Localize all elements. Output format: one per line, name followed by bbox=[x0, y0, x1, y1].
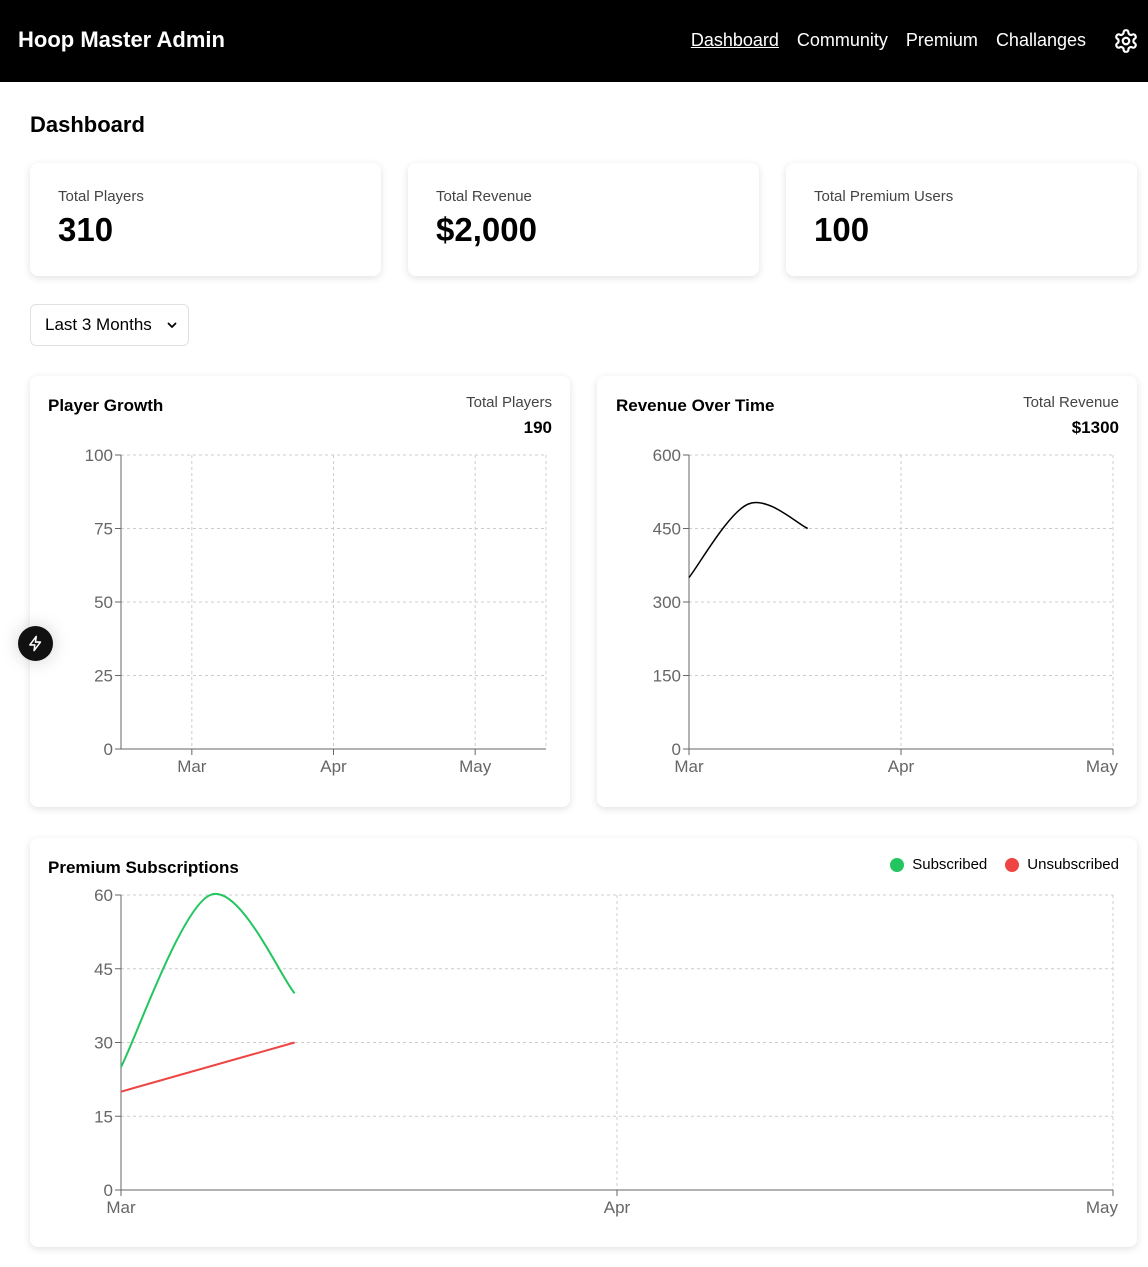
y-tick-label: 30 bbox=[94, 1034, 113, 1053]
time-range-selected: Last 3 Months bbox=[45, 315, 152, 334]
y-tick-label: 75 bbox=[94, 520, 113, 539]
y-tick-label: 100 bbox=[85, 446, 113, 465]
time-range-select[interactable]: Last 3 Months bbox=[30, 304, 189, 346]
x-tick-label: Mar bbox=[674, 757, 704, 776]
legend-swatch-subscribed bbox=[890, 858, 905, 872]
series-line-0 bbox=[688, 501, 809, 578]
legend-label-unsubscribed: Unsubscribed bbox=[1027, 856, 1119, 873]
y-tick-label: 0 bbox=[104, 1181, 113, 1200]
panel-title: Revenue Over Time bbox=[616, 396, 775, 415]
panel-title: Premium Subscriptions bbox=[48, 858, 239, 877]
stat-value: $2,000 bbox=[436, 211, 537, 248]
x-tick-label: Apr bbox=[604, 1198, 631, 1217]
y-tick-label: 600 bbox=[653, 446, 681, 465]
panel-sub-label: Total Revenue bbox=[1023, 394, 1119, 411]
panel-sub-value: $1300 bbox=[1071, 418, 1119, 437]
panel-sub-label: Total Players bbox=[466, 394, 552, 411]
nav-challanges[interactable]: Challanges bbox=[995, 30, 1086, 50]
stat-label: Total Players bbox=[58, 188, 144, 205]
y-tick-label: 0 bbox=[672, 740, 681, 759]
player-growth-panel: Player Growth Total Players 190 0 25 50 75 1… bbox=[30, 376, 570, 807]
stat-card-total-premium-users: Total Premium Users 100 bbox=[786, 163, 1137, 276]
x-tick-label: Mar bbox=[177, 757, 207, 776]
panel-title: Player Growth bbox=[48, 396, 164, 415]
y-tick-label: 15 bbox=[94, 1107, 113, 1126]
y-tick-label: 0 bbox=[104, 740, 113, 759]
gear-icon bbox=[1115, 29, 1137, 53]
stat-value: 310 bbox=[58, 211, 114, 248]
nav-community[interactable]: Community bbox=[796, 30, 888, 50]
revenue-chart: 0 150 300 450 600 Mar Apr May bbox=[653, 446, 1119, 776]
y-tick-label: 45 bbox=[94, 960, 113, 979]
top-navigation-bar: Hoop Master Admin Dashboard Community Pr… bbox=[0, 0, 1148, 82]
x-tick-label: May bbox=[1086, 1198, 1119, 1217]
series-line-subscribed bbox=[120, 892, 296, 1068]
y-tick-label: 150 bbox=[653, 667, 681, 686]
stat-card-total-revenue: Total Revenue $2,000 bbox=[408, 163, 759, 276]
chevron-down-icon bbox=[167, 322, 177, 328]
nav-dashboard[interactable]: Dashboard bbox=[690, 30, 779, 50]
x-tick-label: May bbox=[1086, 757, 1119, 776]
app-title: Hoop Master Admin bbox=[18, 27, 225, 52]
y-tick-label: 60 bbox=[94, 886, 113, 905]
x-tick-label: May bbox=[459, 757, 492, 776]
nav-premium[interactable]: Premium bbox=[905, 30, 978, 50]
panel-sub-value: 190 bbox=[523, 418, 552, 437]
y-tick-label: 50 bbox=[94, 593, 113, 612]
series-line-unsubscribed bbox=[120, 1041, 295, 1093]
y-tick-label: 300 bbox=[653, 593, 681, 612]
settings-button[interactable] bbox=[1113, 28, 1139, 54]
chart-legend: Subscribed Unsubscribed bbox=[890, 856, 1119, 874]
premium-subscriptions-chart: 0 15 30 45 60 Mar Apr May bbox=[94, 886, 1119, 1217]
y-tick-label: 25 bbox=[94, 667, 113, 686]
stat-value: 100 bbox=[814, 211, 870, 248]
x-tick-label: Apr bbox=[320, 757, 347, 776]
page-title: Dashboard bbox=[30, 112, 145, 137]
premium-subscriptions-panel: Premium Subscriptions Subscribed Unsubsc… bbox=[30, 838, 1137, 1247]
stat-label: Total Premium Users bbox=[814, 188, 954, 205]
lightning-icon bbox=[29, 635, 42, 652]
main-nav: Dashboard Community Premium Challanges bbox=[691, 29, 1086, 51]
x-tick-label: Mar bbox=[106, 1198, 136, 1217]
legend-swatch-unsubscribed bbox=[1005, 858, 1020, 872]
player-growth-chart: 0 25 50 75 100 Mar Apr May bbox=[85, 446, 547, 776]
legend-label-subscribed: Subscribed bbox=[912, 856, 988, 873]
x-tick-label: Apr bbox=[888, 757, 915, 776]
stat-label: Total Revenue bbox=[436, 188, 532, 205]
stat-card-total-players: Total Players 310 bbox=[30, 163, 381, 276]
y-tick-label: 450 bbox=[653, 520, 681, 539]
revenue-panel: Revenue Over Time Total Revenue $1300 0 1… bbox=[597, 376, 1137, 807]
quick-action-button[interactable] bbox=[18, 626, 53, 661]
